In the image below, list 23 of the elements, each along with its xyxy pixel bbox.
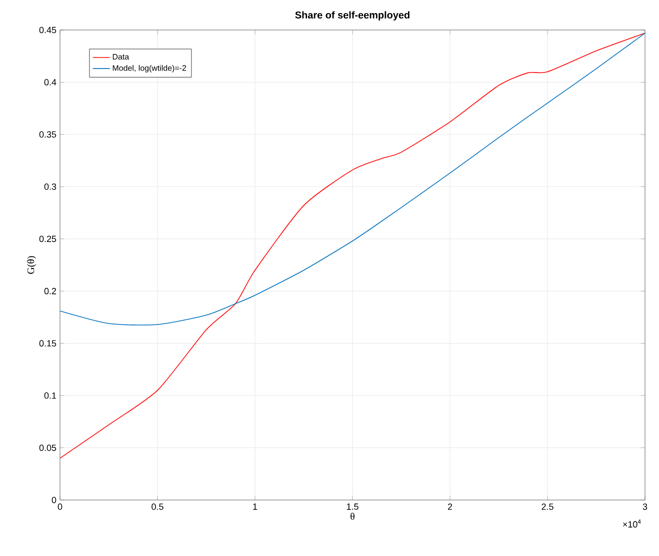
y-tick-label: 0.45 [39, 26, 56, 34]
y-tick-label: 0.05 [39, 444, 56, 451]
x-tick-label: 0.5 [152, 504, 164, 510]
y-axis-title: G(θ) [27, 256, 36, 274]
y-tick-label: 0.3 [44, 183, 56, 190]
text: ×10$^{4}$ [623, 520, 641, 528]
y-tick-label: 0.4 [44, 79, 56, 86]
x-tick-label: 3 [642, 504, 648, 510]
x-tick-label: 2 [448, 504, 452, 510]
line-series [60, 32, 646, 459]
y-tick-label: 0.25 [39, 236, 56, 242]
line-series [60, 32, 646, 326]
x-tick-label: 2.5 [542, 504, 554, 510]
y-tick-label: 0.1 [44, 392, 56, 399]
x-axis-title: θ [350, 512, 354, 520]
chart-title: Share of self-eemployed [295, 11, 410, 20]
y-tick-label: 0.15 [39, 340, 56, 347]
y-tick-label: 0 [52, 496, 56, 504]
x-tick-label: 0 [58, 504, 62, 510]
x-tick-label: 1 [253, 504, 258, 510]
y-tick-label: 0.35 [39, 131, 56, 138]
y-tick-label: 0.2 [44, 288, 56, 294]
x-tick-label: 1.5 [346, 504, 358, 510]
